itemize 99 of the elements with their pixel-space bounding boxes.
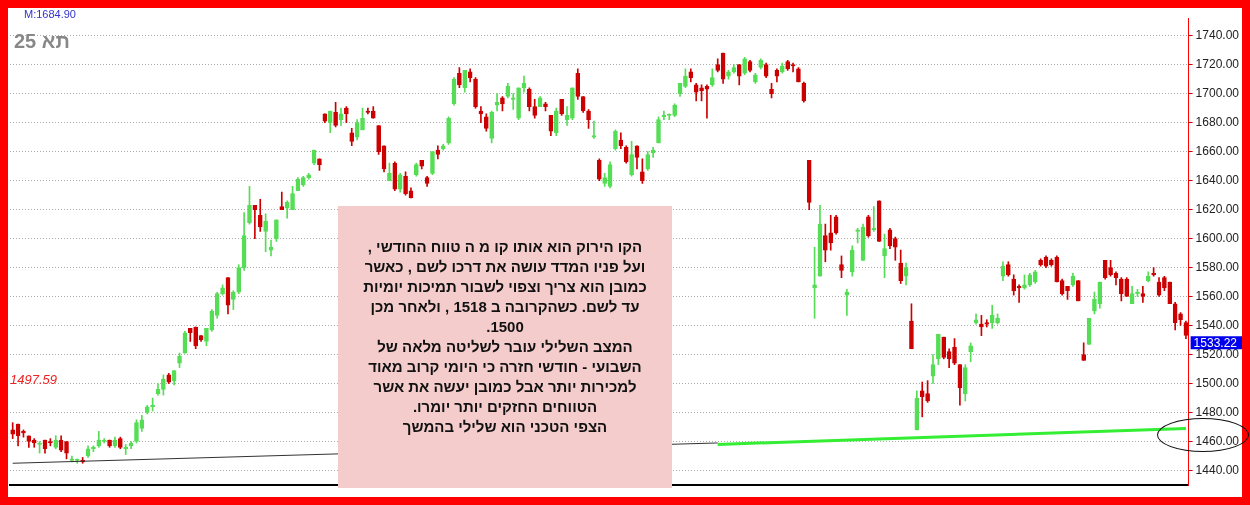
- candlestick: [118, 436, 123, 450]
- candlestick: [952, 338, 957, 366]
- candlestick: [1178, 312, 1183, 326]
- candlestick: [1108, 259, 1113, 277]
- candlestick: [510, 93, 516, 110]
- candlestick: [909, 303, 914, 350]
- candlestick: [134, 419, 139, 444]
- y-tick-label: 1540.00: [1195, 317, 1240, 332]
- annotation: 1497.59: [10, 372, 57, 387]
- y-tick-label: 1620.00: [1195, 201, 1240, 216]
- candlestick: [769, 83, 774, 99]
- candlestick: [882, 233, 887, 279]
- candlestick: [1038, 258, 1043, 267]
- candlestick: [37, 441, 42, 454]
- candlestick: [333, 101, 338, 128]
- candlestick: [107, 439, 112, 448]
- candlestick: [220, 284, 225, 296]
- candlestick: [855, 228, 860, 244]
- candlestick: [414, 162, 419, 177]
- candlestick: [177, 352, 182, 368]
- candlestick: [995, 313, 1000, 325]
- candlestick: [672, 103, 677, 118]
- candlestick: [586, 109, 591, 129]
- candlestick: [161, 374, 166, 396]
- candlestick: [48, 438, 53, 447]
- candlestick: [543, 101, 548, 112]
- candlestick: [263, 213, 268, 252]
- annotation: M:1684.90: [24, 8, 76, 20]
- candlestick: [344, 106, 349, 123]
- candlestick: [936, 333, 941, 366]
- candlestick: [785, 59, 791, 71]
- candlestick: [640, 158, 645, 184]
- y-tick-label: 1480.00: [1195, 404, 1240, 419]
- candlestick: [699, 84, 704, 102]
- candlestick: [457, 67, 462, 89]
- candlestick: [274, 219, 279, 242]
- candlestick: [683, 68, 688, 89]
- y-tick-label: 1600.00: [1195, 230, 1240, 245]
- candlestick: [1049, 258, 1054, 267]
- candlestick: [1081, 342, 1087, 361]
- candlestick: [925, 380, 930, 403]
- candlestick: [290, 186, 295, 210]
- candlestick: [527, 87, 532, 112]
- candlestick: [1140, 286, 1146, 303]
- y-tick-label: 1460.00: [1195, 433, 1240, 448]
- candlestick: [64, 441, 69, 460]
- candlestick: [1092, 291, 1097, 315]
- candlestick: [204, 328, 209, 347]
- candlestick: [866, 215, 871, 238]
- y-tick-label: 1740.00: [1195, 27, 1240, 42]
- candlestick: [726, 70, 731, 80]
- text: הקו הירוק הוא אותו קו מ ה טווח החודשי , ועל פניו המדד עושה את דרכו לשם , כאשר כמובן הוא צריך וצפוי לשבור תמיכות יומיות עד לשם. כשהקרובה ב 1518 , ולאחר מכן 1500. המצב השלילי עובר לשליטה מלאה של השבועי - חודשי חזרה כי היומי קרוב מאוד למכירות יותר אבל כמובן יעשה את אשר הטווחים החזקים יותר יומרו. הצפי הטכני הוא שלילי בהמשך: [363, 238, 647, 435]
- y-tick-label: 1640.00: [1195, 172, 1240, 187]
- y-tick-label: 1500.00: [1195, 375, 1240, 390]
- candlestick: [984, 319, 990, 328]
- y-tick-label: 1560.00: [1195, 288, 1240, 303]
- candlestick: [231, 290, 236, 310]
- candlestick: [704, 84, 710, 119]
- candlestick: [753, 72, 758, 84]
- y-tick-label: 1720.00: [1195, 56, 1240, 71]
- candlestick: [446, 116, 451, 145]
- y-tick-label: 1700.00: [1195, 85, 1240, 100]
- candlestick: [489, 110, 495, 144]
- candlestick: [403, 171, 408, 196]
- candlestick: [656, 116, 661, 144]
- candlestick: [494, 93, 500, 112]
- candlestick: [742, 57, 747, 76]
- y-tick-label: 1580.00: [1195, 259, 1240, 274]
- candlestick: [919, 381, 925, 418]
- candlestick: [300, 175, 306, 187]
- candlestick: [823, 223, 828, 263]
- candlestick: [376, 125, 381, 155]
- candlestick: [360, 107, 365, 131]
- candlestick: [710, 68, 715, 87]
- y-tick-label: 1440.00: [1195, 462, 1240, 477]
- candlestick: [1119, 277, 1124, 302]
- candlestick: [473, 77, 478, 109]
- y-tick-label: 1680.00: [1195, 114, 1240, 129]
- candlestick: [306, 172, 312, 180]
- candlestick: [317, 158, 322, 171]
- candlestick: [559, 99, 564, 116]
- candlestick: [613, 129, 618, 151]
- candlestick: [1006, 261, 1011, 277]
- candlestick: [796, 67, 801, 83]
- candlestick: [279, 191, 285, 210]
- candlestick: [10, 422, 16, 439]
- candlestick: [629, 141, 634, 177]
- candlestick: [839, 255, 844, 279]
- candlestick: [430, 151, 435, 176]
- candlestick: [591, 120, 597, 139]
- candlestick: [1065, 286, 1070, 300]
- candlestick: [1162, 275, 1167, 292]
- text: תא 25: [14, 30, 70, 53]
- candlestick: [387, 162, 392, 181]
- candlestick: [968, 342, 973, 363]
- candlestick: [247, 186, 252, 225]
- y-tick-label: 1660.00: [1195, 143, 1240, 158]
- candlestick: [596, 158, 602, 181]
- candlestick: [500, 96, 505, 112]
